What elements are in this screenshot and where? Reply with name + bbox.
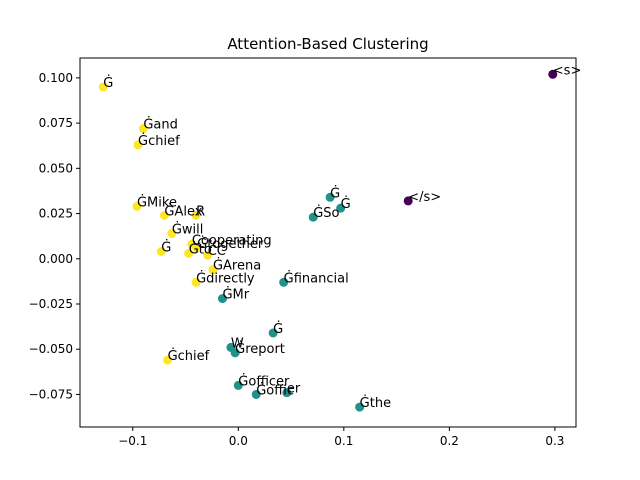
point-label: CC xyxy=(208,244,226,259)
y-tick-label: 0.025 xyxy=(39,207,73,221)
scatter-point xyxy=(192,243,202,253)
point-label: Ġofficer xyxy=(238,372,290,389)
scatter-point xyxy=(156,247,166,257)
point-labels-layer: <s></s>ĠĠandĠchiefĠMikeĠAlexRĠwillCooper… xyxy=(103,63,581,411)
y-tick-label: −0.075 xyxy=(29,387,73,401)
scatter-point xyxy=(251,389,261,399)
point-label: Ġdirectly xyxy=(196,269,255,286)
scatter-point xyxy=(279,277,289,287)
scatter-point xyxy=(203,250,213,260)
scatter-point xyxy=(163,355,173,365)
scatter-point xyxy=(98,82,108,92)
scatter-point xyxy=(268,328,278,338)
point-label: Ġ xyxy=(273,320,283,337)
scatter-point xyxy=(159,210,169,220)
scatter-point xyxy=(191,277,201,287)
scatter-point xyxy=(138,124,148,134)
chart-title: Attention-Based Clustering xyxy=(227,35,428,53)
point-label: Ġ xyxy=(341,195,351,212)
point-label: Ġreport xyxy=(235,340,285,357)
scatter-point xyxy=(191,210,201,220)
point-label: W xyxy=(231,336,244,351)
point-label: ĠSo xyxy=(313,204,339,221)
point-label: Ġthe xyxy=(360,394,391,411)
y-tick-label: 0.075 xyxy=(39,116,73,130)
scatter-point xyxy=(355,402,365,412)
scatter-point xyxy=(548,69,558,79)
point-label: Cooperating xyxy=(192,233,272,248)
scatter-point xyxy=(230,348,240,358)
point-label: Ġ xyxy=(330,184,340,201)
x-tick-label: 0.3 xyxy=(545,434,564,448)
point-label: Ġ xyxy=(103,74,113,91)
x-tick-label: 0.1 xyxy=(334,434,353,448)
y-tick-label: −0.025 xyxy=(29,297,73,311)
scatter-point xyxy=(167,228,177,238)
y-tick-label: −0.050 xyxy=(29,342,73,356)
point-label: Ġchief xyxy=(138,132,180,149)
point-label: er xyxy=(287,382,301,397)
x-tick-label: 0.0 xyxy=(229,434,248,448)
scatter-point xyxy=(308,212,318,222)
plot-frame xyxy=(79,57,577,428)
point-label: ĠMike xyxy=(137,193,177,210)
scatter-point xyxy=(132,201,142,211)
point-label: ĠMr xyxy=(222,286,249,303)
x-tick-label: −0.1 xyxy=(118,434,147,448)
scatter-point xyxy=(208,265,218,275)
point-label: Ġtogether xyxy=(197,235,264,252)
point-label: Ġoffic xyxy=(256,381,294,398)
y-tick-label: 0.100 xyxy=(39,71,73,85)
point-label: </s> xyxy=(408,190,441,205)
scatter-point xyxy=(282,388,292,398)
point-label: Ġand xyxy=(143,116,178,133)
point-label: R xyxy=(196,204,205,219)
point-label: ĠArena xyxy=(213,257,261,274)
scatter-point xyxy=(403,196,413,206)
scatter-point xyxy=(336,203,346,213)
axes: −0.1 0.0 0.1 0.2 0.3 −0.075 −0.050 −0.025 0.000 0… xyxy=(29,57,577,448)
scatter-point xyxy=(217,294,227,304)
point-label: Ġ xyxy=(161,239,171,256)
points-layer xyxy=(98,69,558,412)
scatter-point xyxy=(184,248,194,258)
y-tick-label: 0.050 xyxy=(39,161,73,175)
scatter-point xyxy=(133,140,143,150)
point-label: ĠAlex xyxy=(164,202,202,219)
point-label: Ġwill xyxy=(172,220,204,237)
scatter-point xyxy=(233,380,243,390)
point-label: Ġfinancial xyxy=(284,269,349,286)
y-tick-label: 0.000 xyxy=(39,252,73,266)
point-label: Ġto xyxy=(189,240,212,257)
scatter-point xyxy=(325,192,335,202)
point-label: <s> xyxy=(553,63,582,78)
point-label: Ġchief xyxy=(168,347,210,364)
x-tick-label: 0.2 xyxy=(440,434,459,448)
